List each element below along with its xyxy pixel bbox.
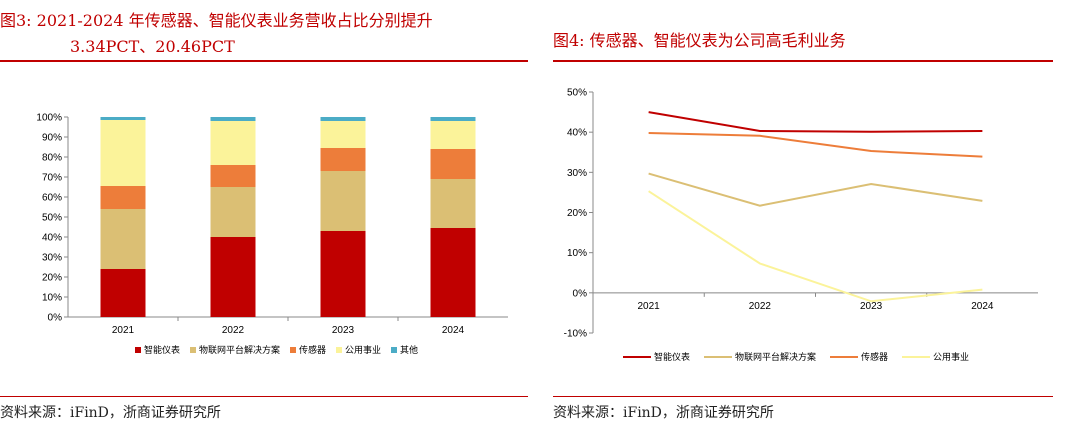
y-tick-label: 50%	[567, 88, 587, 99]
stacked-bar-chart: 0% 10% 20% 30% 40% 50% 60% 70% 80% 90% 100% 2021 202…	[36, 113, 508, 355]
bar-segment	[320, 148, 366, 171]
y-tick-label: 80%	[42, 153, 62, 164]
bar-segment	[320, 231, 366, 317]
x-tick-label: 2022	[749, 301, 772, 312]
legend-label: 物联网平台解决方案	[735, 351, 816, 362]
bar-segment	[430, 117, 476, 121]
legend-label: 物联网平台解决方案	[199, 344, 280, 355]
source-rule	[553, 396, 1053, 397]
title-rule	[0, 60, 528, 62]
y-tick-label: 40%	[567, 128, 587, 139]
bar-segment	[210, 121, 256, 165]
y-tick-label: 50%	[42, 213, 62, 224]
figure-3-title-line2: 3.34PCT、20.46PCT	[70, 37, 235, 56]
legend-label: 传感器	[861, 351, 888, 362]
y-tick-label: 40%	[42, 233, 62, 244]
bar-segment	[210, 187, 256, 237]
y-tick-label: 90%	[42, 133, 62, 144]
line-chart: -10% 0% 10% 20% 30% 40% 50% 2021 2022 2023 2024 智能仪…	[564, 88, 1038, 362]
y-tick-label: 70%	[42, 173, 62, 184]
legend-swatch	[336, 347, 342, 353]
legend-label: 其他	[400, 344, 418, 355]
bar-segment	[100, 269, 146, 317]
bar-segment	[430, 179, 476, 228]
bar-segment	[100, 209, 146, 269]
x-tick-label: 2021	[638, 301, 661, 312]
x-tick-label: 2024	[971, 301, 994, 312]
bar-segment	[100, 117, 146, 120]
y-tick-label: 100%	[36, 113, 62, 124]
y-tick-label: 20%	[42, 273, 62, 284]
bar-segment	[210, 117, 256, 121]
legend-label: 传感器	[299, 344, 326, 355]
legend-label: 智能仪表	[144, 344, 180, 355]
x-tick-label: 2021	[112, 325, 135, 336]
figure-4-title: 图4: 传感器、智能仪表为公司高毛利业务	[553, 31, 846, 50]
x-tick-label: 2024	[442, 325, 465, 336]
series-line	[648, 172, 983, 207]
y-tick-label: 0%	[573, 288, 588, 299]
legend-swatch	[135, 347, 141, 353]
figure-3-title-line1: 图3: 2021-2024 年传感器、智能仪表业务营收占比分别提升	[0, 11, 433, 30]
series-line	[648, 131, 983, 158]
title-rule	[553, 60, 1053, 62]
series-line	[648, 190, 983, 303]
bar-segment	[320, 121, 366, 148]
legend-swatch	[190, 347, 196, 353]
x-tick-label: 2023	[860, 301, 883, 312]
legend-label: 公用事业	[345, 344, 381, 355]
x-tick-label: 2022	[222, 325, 245, 336]
bar-segment	[210, 165, 256, 187]
figure-4-panel: 图4: 传感器、智能仪表为公司高毛利业务 -10% 0% 10% 20% 30% 40% 5…	[553, 0, 1080, 434]
y-tick-label: -10%	[564, 329, 587, 340]
y-tick-label: 0%	[48, 313, 63, 324]
legend-label: 智能仪表	[654, 351, 690, 362]
source-rule	[0, 396, 528, 397]
y-tick-label: 30%	[567, 168, 587, 179]
bar-segment	[320, 171, 366, 231]
bar-segment	[100, 186, 146, 209]
figure-3-panel: 图3: 2021-2024 年传感器、智能仪表业务营收占比分别提升 3.34PC…	[0, 0, 530, 434]
legend-swatch	[391, 347, 397, 353]
x-tick-label: 2023	[332, 325, 355, 336]
series-line	[648, 111, 983, 133]
bar-segment	[430, 121, 476, 149]
y-tick-label: 10%	[567, 248, 587, 259]
bar-segment	[320, 117, 366, 121]
bar-segment	[100, 120, 146, 186]
y-tick-label: 30%	[42, 253, 62, 264]
bar-segment	[430, 149, 476, 179]
bar-segment	[210, 237, 256, 317]
y-tick-label: 10%	[42, 293, 62, 304]
y-tick-label: 60%	[42, 193, 62, 204]
y-tick-label: 20%	[567, 208, 587, 219]
legend-label: 公用事业	[933, 351, 969, 362]
figure-4-source: 资料来源：iFinD，浙商证券研究所	[553, 405, 774, 421]
figure-3-source: 资料来源：iFinD，浙商证券研究所	[0, 405, 221, 421]
legend-swatch	[290, 347, 296, 353]
bar-segment	[430, 228, 476, 317]
